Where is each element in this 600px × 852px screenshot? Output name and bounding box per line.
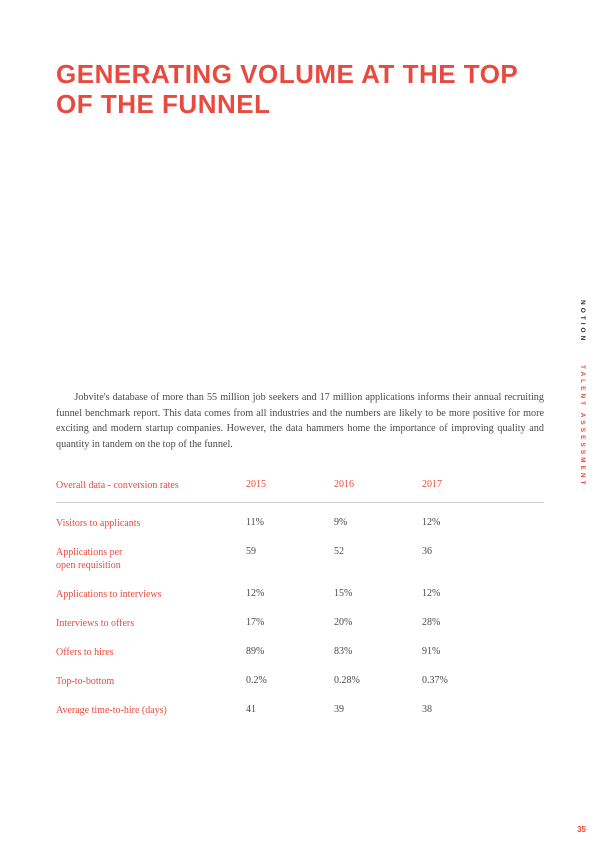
row-value: 20% bbox=[334, 617, 422, 628]
table-body: Visitors to applicants11%9%12%Applicatio… bbox=[56, 517, 544, 717]
row-value: 0.28% bbox=[334, 675, 422, 686]
side-label-talent: TALENT ASSESSMENT bbox=[579, 365, 586, 488]
table-row: Average time-to-hire (days)413938 bbox=[56, 704, 544, 717]
row-label: Top-to-bottom bbox=[56, 675, 246, 688]
row-label: Applications per open requisition bbox=[56, 546, 246, 572]
side-labels: NOTION TALENT ASSESSMENT bbox=[579, 300, 586, 488]
row-label: Average time-to-hire (days) bbox=[56, 704, 246, 717]
row-value: 11% bbox=[246, 517, 334, 528]
row-label: Interviews to offers bbox=[56, 617, 246, 630]
side-label-notion: NOTION bbox=[579, 300, 586, 343]
row-value: 38 bbox=[422, 704, 510, 715]
row-value: 0.37% bbox=[422, 675, 510, 686]
row-value: 91% bbox=[422, 646, 510, 657]
table-header-label: Overall data - conversion rates bbox=[56, 479, 246, 492]
row-value: 83% bbox=[334, 646, 422, 657]
table-row: Offers to hires89%83%91% bbox=[56, 646, 544, 659]
table-row: Visitors to applicants11%9%12% bbox=[56, 517, 544, 530]
page-title: GENERATING VOLUME AT THE TOP OF THE FUNN… bbox=[56, 60, 544, 120]
table-header-row: Overall data - conversion rates 2015 201… bbox=[56, 479, 544, 503]
row-label: Visitors to applicants bbox=[56, 517, 246, 530]
row-value: 39 bbox=[334, 704, 422, 715]
table-row: Applications to interviews12%15%12% bbox=[56, 588, 544, 601]
row-value: 36 bbox=[422, 546, 510, 557]
row-value: 59 bbox=[246, 546, 334, 557]
table-row: Top-to-bottom0.2%0.28%0.37% bbox=[56, 675, 544, 688]
row-value: 89% bbox=[246, 646, 334, 657]
row-value: 52 bbox=[334, 546, 422, 557]
row-label: Offers to hires bbox=[56, 646, 246, 659]
table-header-col: 2015 bbox=[246, 479, 334, 490]
row-value: 12% bbox=[422, 517, 510, 528]
row-value: 41 bbox=[246, 704, 334, 715]
table-row: Interviews to offers17%20%28% bbox=[56, 617, 544, 630]
row-value: 15% bbox=[334, 588, 422, 599]
row-value: 17% bbox=[246, 617, 334, 628]
conversion-table: Overall data - conversion rates 2015 201… bbox=[56, 479, 544, 717]
page: GENERATING VOLUME AT THE TOP OF THE FUNN… bbox=[0, 0, 600, 852]
table-header-col: 2017 bbox=[422, 479, 510, 490]
row-value: 28% bbox=[422, 617, 510, 628]
row-value: 0.2% bbox=[246, 675, 334, 686]
row-value: 9% bbox=[334, 517, 422, 528]
page-number: 35 bbox=[577, 825, 586, 834]
row-label: Applications to interviews bbox=[56, 588, 246, 601]
row-value: 12% bbox=[422, 588, 510, 599]
intro-paragraph: Jobvite's database of more than 55 milli… bbox=[56, 390, 544, 453]
row-value: 12% bbox=[246, 588, 334, 599]
table-row: Applications per open requisition595236 bbox=[56, 546, 544, 572]
table-header-col: 2016 bbox=[334, 479, 422, 490]
